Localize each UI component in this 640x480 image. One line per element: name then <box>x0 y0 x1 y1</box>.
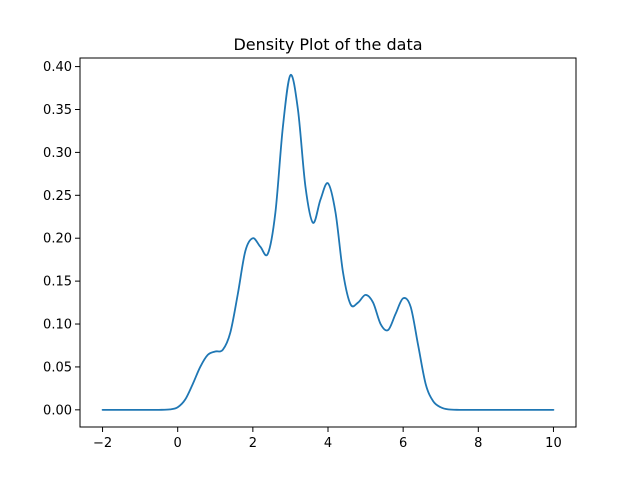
y-tick-label: 0.40 <box>43 60 72 75</box>
plot-area <box>101 74 555 411</box>
chart-title: Density Plot of the data <box>233 35 422 54</box>
y-tick-label: 0.35 <box>43 103 72 118</box>
x-tick-label: 6 <box>399 436 407 451</box>
x-tick-label: 10 <box>545 436 562 451</box>
x-tick-label: 0 <box>174 436 182 451</box>
y-tick-label: 0.10 <box>43 318 72 333</box>
x-tick-label: −2 <box>93 436 112 451</box>
y-axis: 0.00 0.05 0.10 0.15 0.20 0.25 0.30 0.35 0.40 <box>43 60 80 418</box>
density-line <box>101 74 555 411</box>
y-tick-label: 0.15 <box>43 275 72 290</box>
y-tick-label: 0.00 <box>43 403 72 418</box>
y-tick-label: 0.20 <box>43 232 72 247</box>
axes-frame <box>79 57 577 428</box>
x-tick-label: 4 <box>324 436 332 451</box>
y-tick-label: 0.25 <box>43 189 72 204</box>
x-axis: −2 0 2 4 6 8 10 <box>93 427 562 451</box>
y-tick-label: 0.30 <box>43 146 72 161</box>
x-tick-label: 8 <box>474 436 482 451</box>
x-tick-label: 2 <box>249 436 257 451</box>
y-tick-label: 0.05 <box>43 360 72 375</box>
